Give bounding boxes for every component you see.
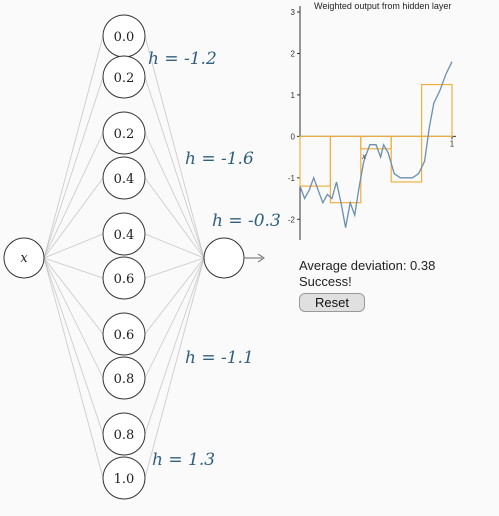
hidden-node: 0.4 <box>102 212 146 256</box>
hidden-node: 0.4 <box>102 156 146 200</box>
hidden-node-label: 0.4 <box>114 228 135 243</box>
input-hidden-connection <box>43 257 104 479</box>
hidden-node-label: 0.2 <box>114 127 135 142</box>
hidden-output-connection <box>144 177 205 259</box>
average-deviation: Average deviation: 0.38 <box>299 258 436 273</box>
reset-button[interactable]: Reset <box>299 293 365 312</box>
step-bar <box>299 135 331 187</box>
hidden-node-label: 0.6 <box>114 272 135 287</box>
hidden-output-connection <box>144 76 205 259</box>
hidden-node-label: 0.0 <box>114 30 135 45</box>
input-hidden-connection <box>43 132 104 259</box>
hidden-output-connection <box>144 257 205 379</box>
h-label-3: h = -0.3 <box>212 211 281 231</box>
hidden-node: 0.6 <box>102 312 146 356</box>
hidden-node: 0.8 <box>102 412 146 456</box>
status-panel: Average deviation: 0.38 Success! Reset <box>299 258 435 312</box>
hidden-node-label: 0.2 <box>114 71 135 86</box>
hidden-output-connection <box>144 132 205 259</box>
hidden-node-label: 0.4 <box>114 172 135 187</box>
connection-lines <box>43 35 205 479</box>
hidden-output-connection <box>144 257 205 279</box>
hidden-node: 0.6 <box>102 256 146 300</box>
hidden-output-connection <box>144 257 205 479</box>
hidden-node: 0.2 <box>102 55 146 99</box>
input-hidden-connection <box>43 76 104 259</box>
input-node-label: x <box>20 251 28 266</box>
hidden-node-label: 1.0 <box>114 472 135 487</box>
input-hidden-connection <box>43 257 104 435</box>
h-label-5: h = 1.3 <box>152 450 215 470</box>
success-message: Success! <box>299 274 352 289</box>
input-hidden-connection <box>43 233 104 259</box>
hidden-output-connection <box>144 233 205 259</box>
input-hidden-connection <box>43 257 104 379</box>
chart-title: Weighted output from hidden layer <box>314 1 451 11</box>
hidden-node: 0.0 <box>102 14 146 58</box>
hidden-output-connection <box>144 35 205 259</box>
hidden-node: 0.2 <box>102 111 146 155</box>
hidden-output-connection <box>144 257 205 335</box>
hidden-node: 0.8 <box>102 356 146 400</box>
output-curve-line <box>299 61 453 228</box>
y-tick-label: -1 <box>288 174 296 183</box>
input-hidden-connection <box>43 35 104 259</box>
step-bar <box>390 135 423 183</box>
h-label-2: h = -1.6 <box>185 149 254 169</box>
x-tick-label: 1 <box>450 139 455 148</box>
hidden-node-label: 0.8 <box>114 428 135 443</box>
h-label-4: h = -1.1 <box>185 348 254 368</box>
input-hidden-connection <box>43 257 104 335</box>
y-tick-label: 0 <box>291 132 296 141</box>
step-bar <box>421 83 453 137</box>
input-hidden-connection <box>43 257 104 279</box>
hidden-output-connection <box>144 257 205 435</box>
step-bar <box>360 135 392 150</box>
hidden-node-label: 0.8 <box>114 372 135 387</box>
hidden-node: 1.0 <box>102 456 146 500</box>
x-axis-label: x <box>361 152 367 161</box>
step-bar <box>329 135 362 204</box>
input-node: x <box>3 237 45 279</box>
hidden-layer: 0.0 0.2 0.2 0.4 0.4 0.6 0.6 0.8 0.8 1.0 <box>102 14 146 500</box>
output-chart: Weighted output from hidden layer 3 2 1 0 -1… <box>288 1 456 240</box>
y-tick-label: 2 <box>291 49 296 58</box>
output-node <box>203 237 265 279</box>
step-function <box>299 83 453 204</box>
y-tick-label: 3 <box>291 8 296 17</box>
hidden-node-label: 0.6 <box>114 328 135 343</box>
weighted-output-curve <box>299 61 453 228</box>
input-hidden-connection <box>43 177 104 259</box>
h-label-1: h = -1.2 <box>148 49 217 69</box>
y-tick-label: 1 <box>291 91 296 100</box>
y-tick-label: -2 <box>288 215 296 224</box>
